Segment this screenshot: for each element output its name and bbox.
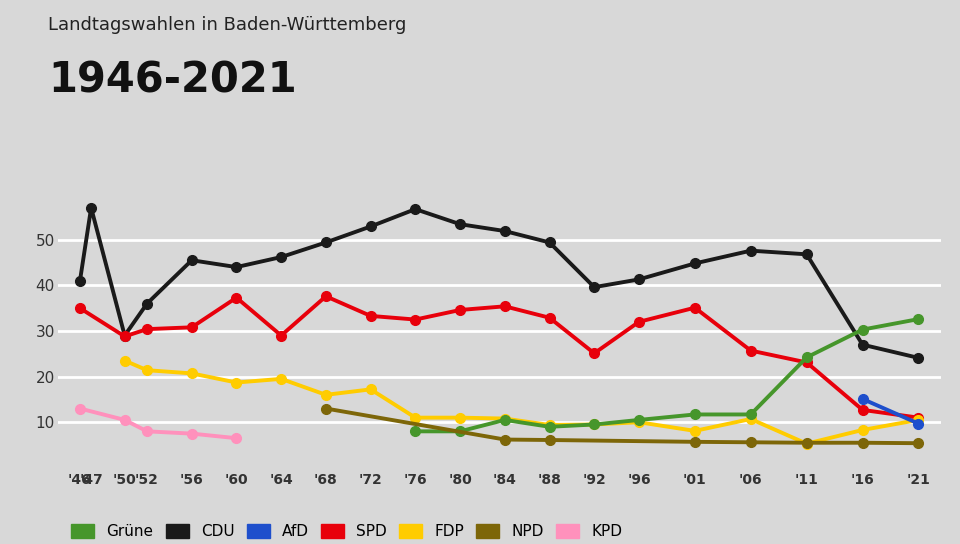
Legend: Grüne, CDU, AfD, SPD, FDP, NPD, KPD: Grüne, CDU, AfD, SPD, FDP, NPD, KPD: [65, 518, 628, 544]
Text: Landtagswahlen in Baden-Württemberg: Landtagswahlen in Baden-Württemberg: [48, 16, 406, 34]
Text: 1946-2021: 1946-2021: [48, 60, 297, 102]
